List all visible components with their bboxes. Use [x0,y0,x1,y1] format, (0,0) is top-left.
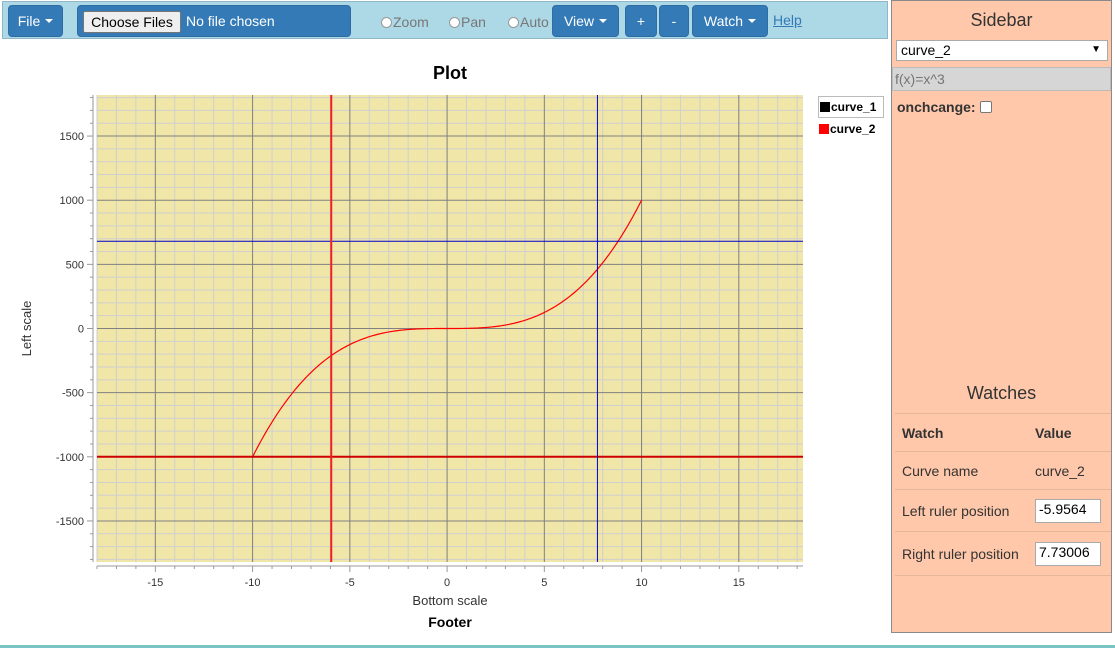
x-tick-label: -15 [147,577,163,589]
plot-title: Plot [433,63,467,83]
plot-canvas[interactable]: -15 -10 -5 0 5 10 15 -1500 -1000 -500 0 500 1000 1500… [0,44,890,614]
pan-radio-label: Pan [461,14,486,30]
legend-label: curve_1 [831,100,877,114]
watch-header: Watch [895,413,1028,452]
watch-menu-button[interactable]: Watch [692,5,768,37]
y-tick-label: 0 [78,324,84,336]
onchange-row: onchcange: [897,99,992,115]
curve-select-value: curve_2 [901,42,951,58]
legend-item-curve-1[interactable]: curve_1 [818,96,884,118]
caret-down-icon [748,19,757,23]
dropdown-arrow-icon: ▼ [1091,44,1101,55]
zoom-radio[interactable]: Zoom [381,14,429,30]
plot-footer: Footer [428,614,472,630]
watch-table: Watch Value Curve name curve_2 Left rule… [895,413,1111,576]
table-row: Left ruler position -5.9564 [895,489,1111,532]
rulers [97,95,803,562]
watch-label: Right ruler position [895,531,1028,576]
radio-circle-icon [381,16,392,28]
file-menu-button[interactable]: File [8,5,63,37]
curve-select[interactable]: curve_2 ▼ [896,40,1108,61]
onchange-label: onchcange: [897,99,976,115]
legend-swatch-icon [820,102,830,112]
watch-menu-label: Watch [703,13,744,29]
y-tick-label: 500 [66,259,84,271]
sidebar: Sidebar curve_2 ▼ onchcange: Watches Wat… [891,0,1112,633]
x-axis-label: Bottom scale [412,593,487,608]
watches-title: Watches [966,383,1037,403]
y-tick-label: 1500 [60,131,84,143]
view-menu-label: View [563,13,595,29]
watch-label: Left ruler position [895,489,1028,532]
help-link[interactable]: Help [773,12,802,28]
caret-down-icon [599,19,608,23]
onchange-checkbox[interactable] [979,101,992,113]
watch-value: curve_2 [1028,451,1111,490]
x-tick-label: -10 [245,577,261,589]
sidebar-title: Sidebar [970,10,1033,30]
x-tick-label: 5 [541,577,547,589]
watch-label: Curve name [895,451,1028,490]
file-input-group: Choose Files No file chosen [77,5,351,37]
radio-circle-icon [508,16,519,28]
x-tick-label: -5 [345,577,355,589]
watch-table-header: Watch Value [895,413,1111,452]
left-ruler-input[interactable]: -5.9564 [1035,498,1101,523]
tick-labels: -15 -10 -5 0 5 10 15 -1500 -1000 -500 0 500 1000 1500 [56,131,745,589]
y-tick-label: -500 [62,388,84,400]
y-tick-label: 1000 [60,195,84,207]
zoom-in-button[interactable]: + [625,5,657,37]
pan-radio[interactable]: Pan [449,14,486,30]
y-tick-label: -1500 [56,516,84,528]
bottom-border [0,645,1115,648]
auto-radio[interactable]: Auto [508,14,549,30]
right-ruler-input[interactable]: 7.73006 [1035,541,1101,566]
view-menu-button[interactable]: View [552,5,619,37]
y-axis-label: Left scale [19,301,34,357]
value-header: Value [1028,413,1111,452]
file-status-text: No file chosen [186,13,275,29]
x-tick-label: 15 [733,577,745,589]
y-tick-label: -1000 [56,452,84,464]
x-tick-label: 0 [444,577,450,589]
series-layer [252,199,643,458]
plot-axes [87,95,803,572]
legend-label: curve_2 [830,122,876,136]
choose-files-button[interactable]: Choose Files [83,11,181,33]
legend-swatch-icon [819,124,829,134]
table-row: Curve name curve_2 [895,451,1111,490]
legend-item-curve-2[interactable]: curve_2 [818,118,884,140]
caret-down-icon [45,19,54,23]
auto-radio-label: Auto [520,14,549,30]
zoom-radio-label: Zoom [393,14,429,30]
series-line-curve-2 [252,199,643,458]
x-tick-label: 10 [635,577,647,589]
file-menu-label: File [17,13,41,29]
function-input[interactable] [892,67,1111,91]
toolbar: File Choose Files No file chosen Zoom Pa… [2,1,888,39]
legend: curve_1 curve_2 [818,96,884,140]
table-row: Right ruler position 7.73006 [895,531,1111,576]
zoom-out-button[interactable]: - [659,5,689,37]
radio-circle-icon [449,16,460,28]
